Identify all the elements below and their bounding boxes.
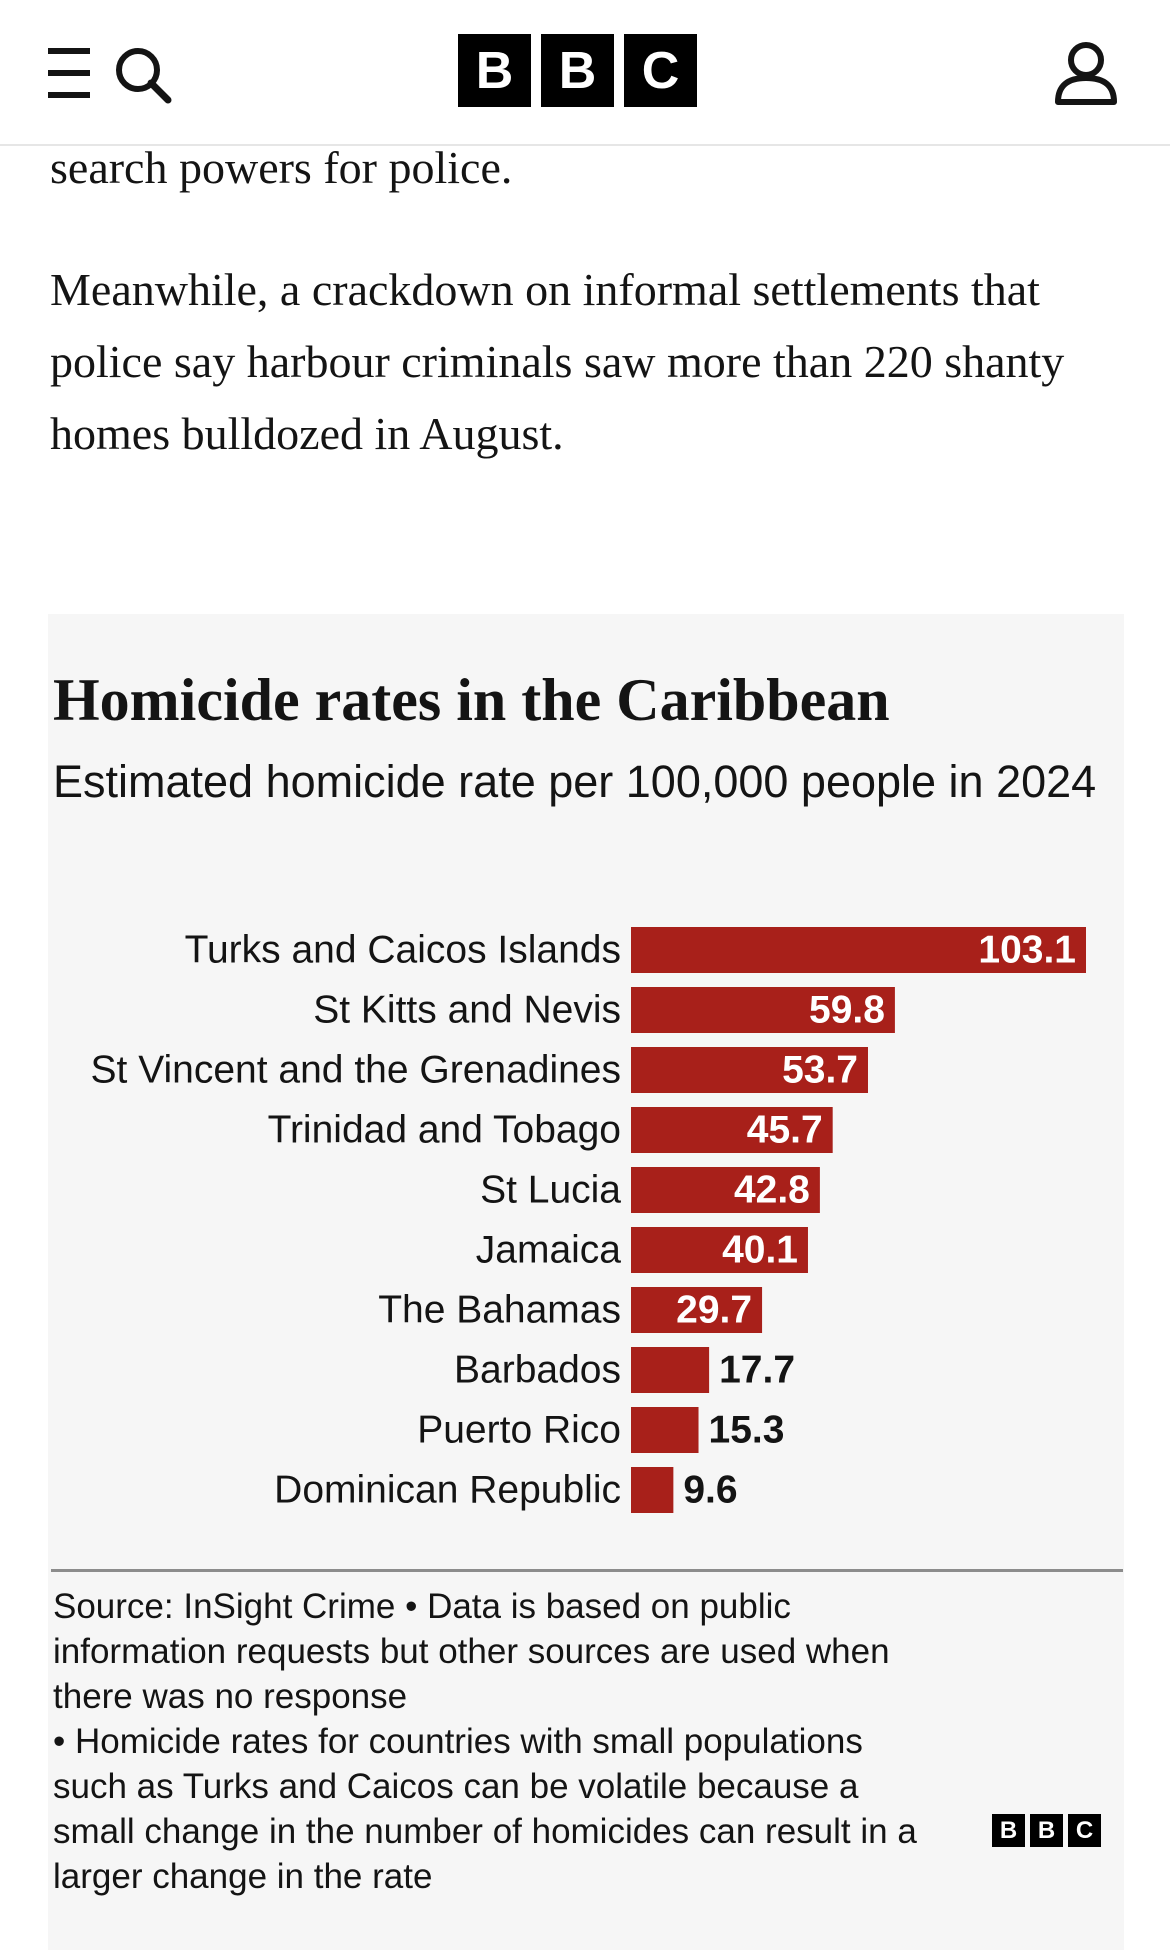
- logo-letter: B: [458, 34, 531, 107]
- bar-value-label: 59.8: [809, 989, 885, 1032]
- source-line: • Homicide rates for countries with smal…: [53, 1722, 863, 1761]
- menu-icon: [48, 48, 90, 98]
- bar-category-label: Turks and Caicos Islands: [185, 929, 621, 972]
- bar-value-label: 29.7: [676, 1289, 752, 1332]
- bar-value-label: 45.7: [747, 1109, 823, 1152]
- bar-value-label: 40.1: [722, 1229, 798, 1272]
- bar-category-label: St Lucia: [480, 1169, 621, 1212]
- source-line: information requests but other sources a…: [53, 1632, 890, 1671]
- source-line: Source: InSight Crime • Data is based on…: [53, 1587, 791, 1626]
- logo-letter: B: [1030, 1814, 1063, 1847]
- bar-category-label: St Vincent and the Grenadines: [91, 1049, 621, 1092]
- bar-value-label: 53.7: [782, 1049, 858, 1092]
- bar: [631, 987, 895, 1033]
- bar-category-label: Dominican Republic: [274, 1469, 621, 1512]
- search-icon[interactable]: [114, 46, 178, 106]
- bar: [631, 1347, 710, 1393]
- bar: [631, 1047, 868, 1093]
- bar-value-label: 103.1: [978, 929, 1076, 972]
- logo-letter: B: [992, 1814, 1025, 1847]
- bar: [631, 1227, 808, 1273]
- article-paragraph: search powers for police.: [50, 142, 513, 193]
- logo-letter: C: [1068, 1814, 1101, 1847]
- bar: [631, 927, 1086, 973]
- bar: [631, 1107, 833, 1153]
- article-paragraph: Meanwhile, a crackdown on informal settl…: [50, 264, 1065, 459]
- bar-category-label: The Bahamas: [378, 1289, 621, 1332]
- bar-value-label: 9.6: [683, 1469, 737, 1512]
- logo-letter: C: [624, 34, 697, 107]
- logo-letter: B: [541, 34, 614, 107]
- chart-panel: Homicide rates in the Caribbean Estimate…: [48, 614, 1124, 1950]
- bar-category-label: Trinidad and Tobago: [268, 1109, 621, 1152]
- source-line: small change in the number of homicides …: [53, 1812, 917, 1851]
- bar: [631, 1287, 763, 1333]
- bar-category-label: Barbados: [454, 1349, 621, 1392]
- bbc-logo[interactable]: B B C: [458, 34, 697, 107]
- chart-title: Homicide rates in the Caribbean: [53, 667, 890, 733]
- bar: [631, 1467, 674, 1513]
- bar-chart: Turks and Caicos Islands 103.1 St Kitts an…: [91, 927, 1086, 1513]
- menu-search-button[interactable]: [48, 44, 174, 104]
- bar-category-label: St Kitts and Nevis: [313, 989, 621, 1032]
- top-navigation-bar: B B C: [0, 0, 1170, 146]
- bar-value-label: 42.8: [734, 1169, 810, 1212]
- bar-value-label: 17.7: [719, 1349, 795, 1392]
- source-line: such as Turks and Caicos can be volatile…: [53, 1767, 859, 1806]
- bar: [631, 1407, 699, 1453]
- chart-divider: [51, 1569, 1123, 1572]
- bar: [631, 1167, 820, 1213]
- source-line: there was no response: [53, 1677, 408, 1716]
- chart-subtitle: Estimated homicide rate per 100,000 peop…: [53, 756, 1097, 807]
- bbc-footer-logo: B B C: [992, 1814, 1101, 1847]
- bar-category-label: Jamaica: [476, 1229, 622, 1272]
- chart-source-note: Source: InSight Crime • Data is based on…: [53, 1584, 1003, 1899]
- account-icon[interactable]: [1052, 38, 1120, 106]
- source-line: larger change in the rate: [53, 1857, 433, 1896]
- bar-category-label: Puerto Rico: [417, 1409, 621, 1452]
- bar-value-label: 15.3: [709, 1409, 785, 1452]
